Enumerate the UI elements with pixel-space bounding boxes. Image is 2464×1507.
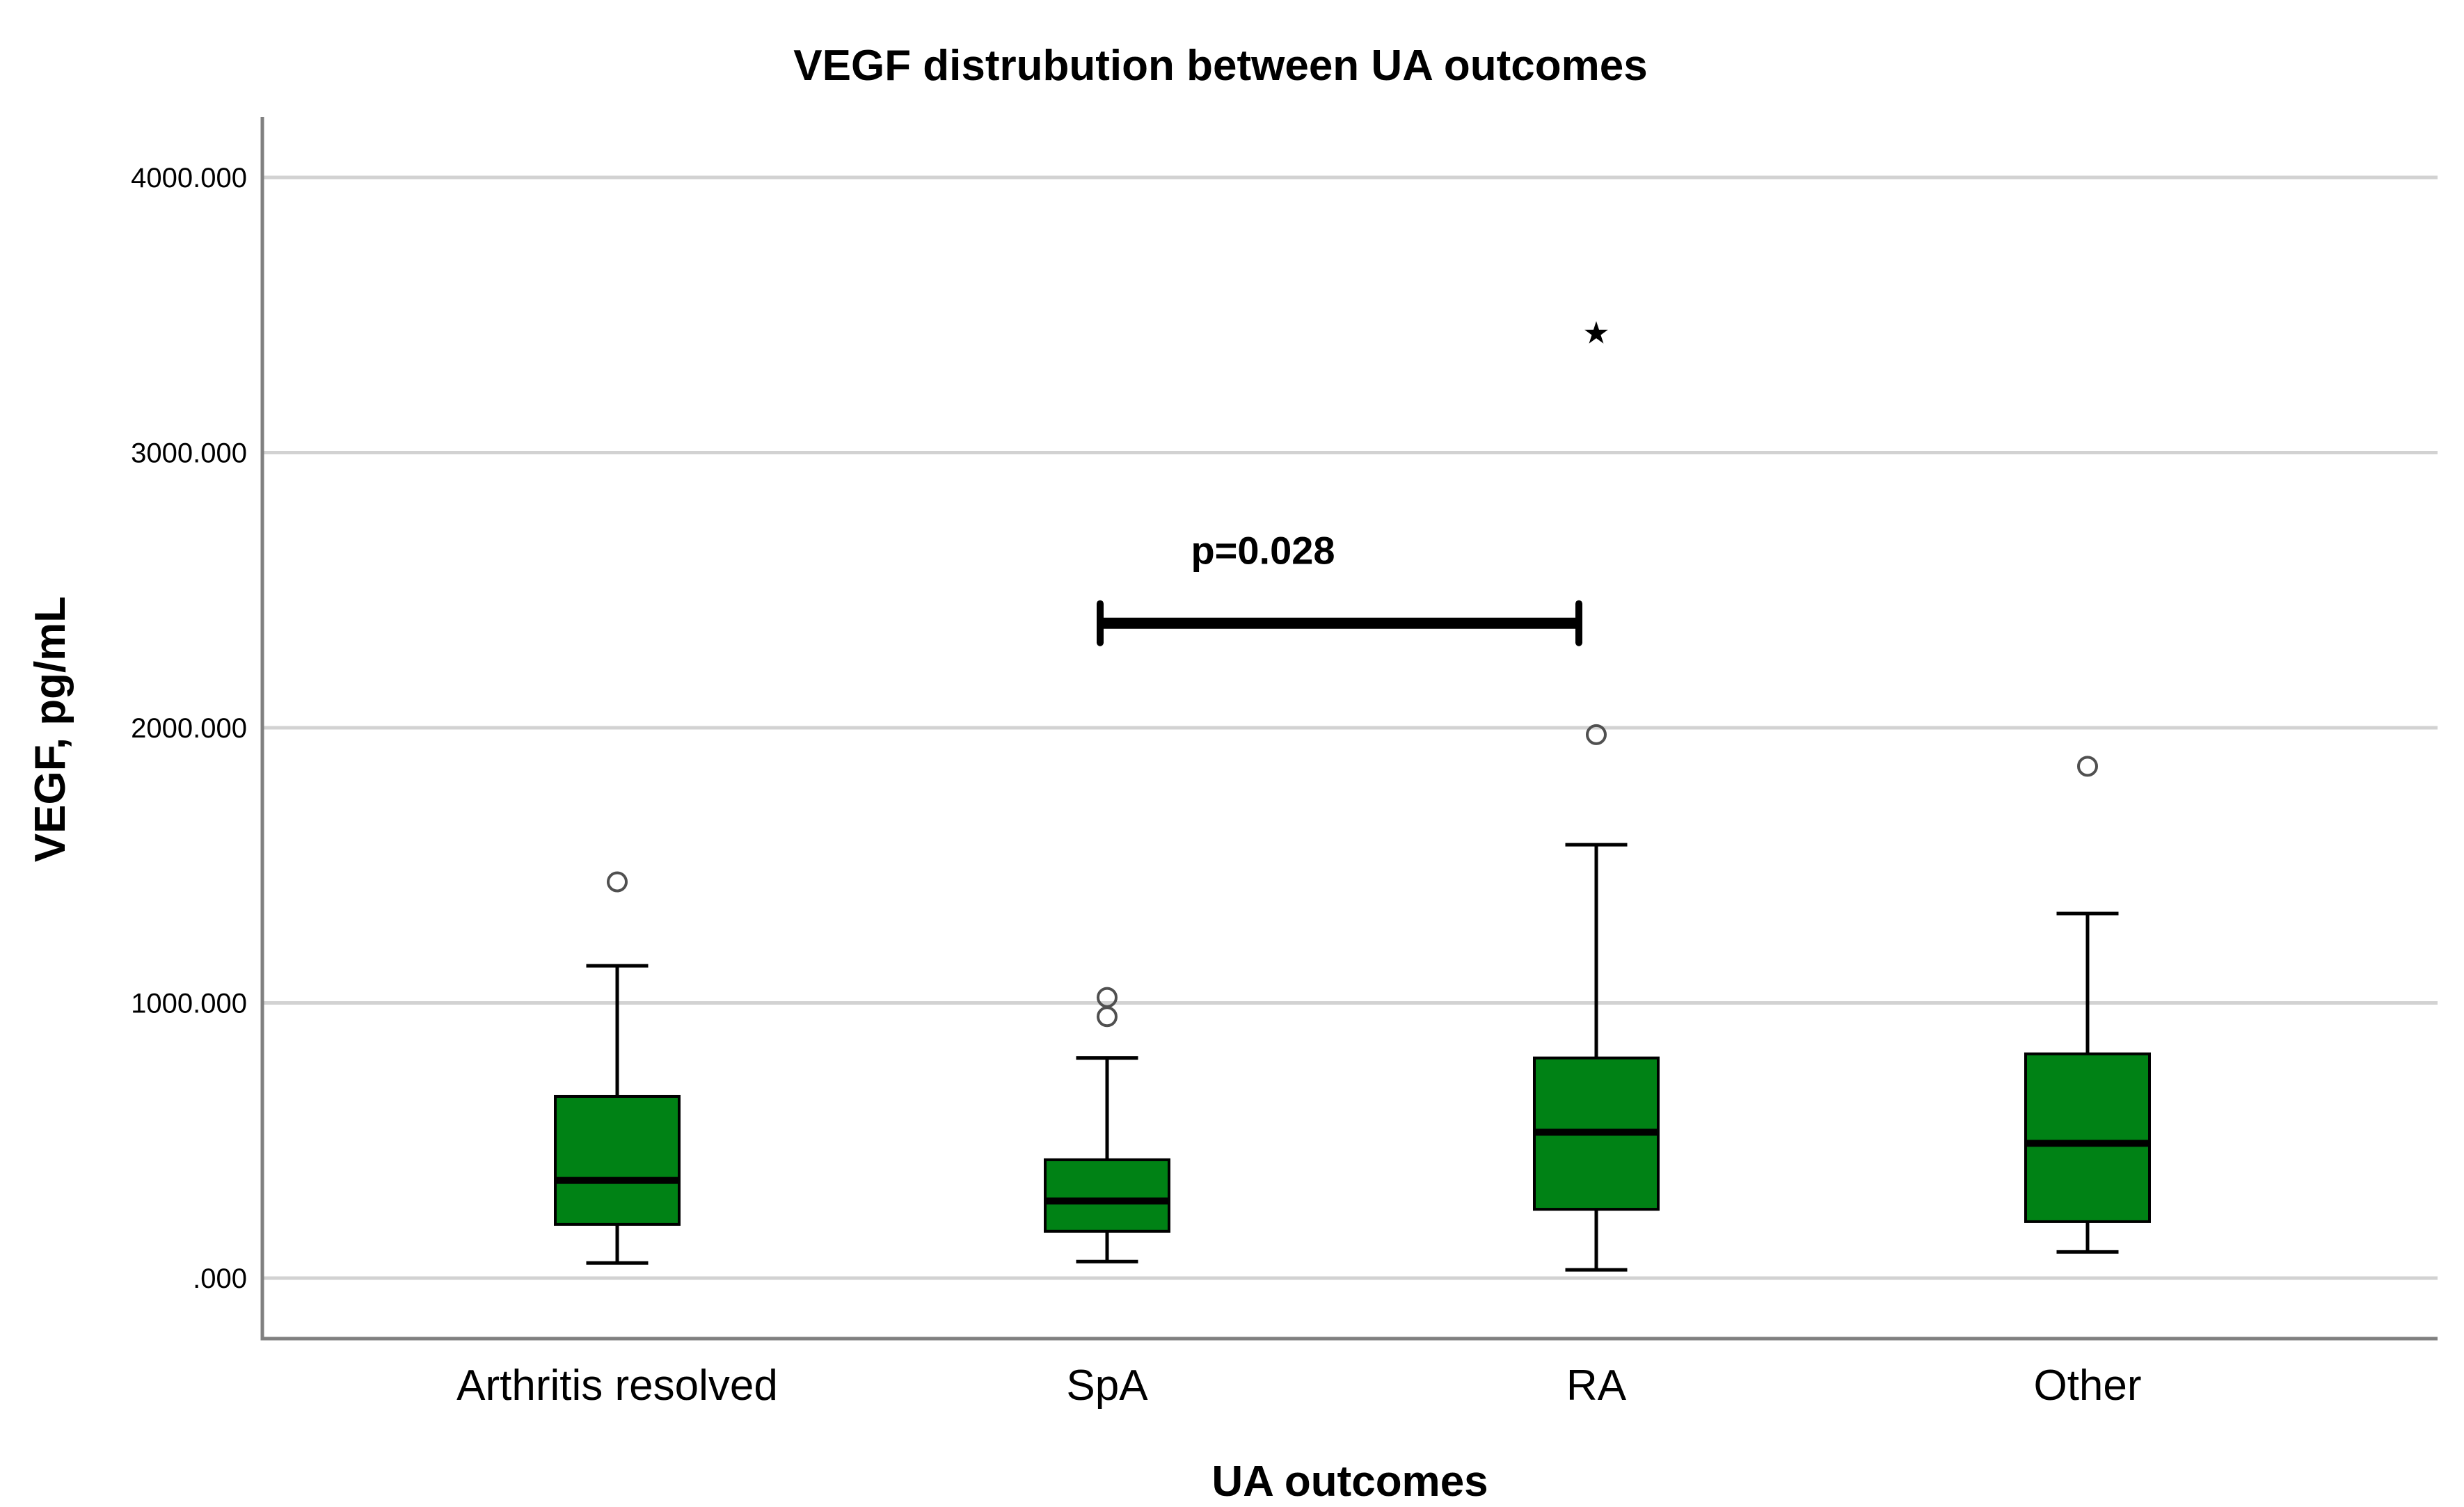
x-tick-label: Other (2033, 1362, 2141, 1410)
chart-title: VEGF distrubution between UA outcomes (793, 42, 1647, 90)
extreme-point: ★ (1582, 315, 1609, 351)
y-tick-label: 2000.000 (131, 713, 247, 744)
y-tick-label: 4000.000 (131, 163, 247, 193)
p-value-label: p=0.028 (1191, 529, 1335, 573)
outlier-point (2077, 756, 2098, 777)
axis-lines (260, 117, 2438, 1341)
y-axis-label: VEGF, pg/mL (26, 596, 74, 862)
iqr-box (1044, 1158, 1170, 1233)
iqr-box (2024, 1052, 2151, 1223)
outlier-point (1097, 1006, 1118, 1028)
axes (260, 117, 2438, 1341)
box-group (2024, 756, 2151, 1254)
box-group: ★ (1533, 315, 1660, 1272)
x-tick-label: SpA (1066, 1362, 1148, 1410)
y-tick-label: .000 (193, 1263, 247, 1294)
x-axis-ticks: Arthritis resolved SpA RA Other (456, 1362, 2141, 1410)
gridlines (262, 175, 2438, 1280)
y-tick-label: 1000.000 (131, 988, 247, 1019)
outlier-point (1586, 724, 1607, 745)
iqr-box (554, 1094, 681, 1226)
x-tick-label: Arthritis resolved (456, 1362, 778, 1410)
significance-annotation: p=0.028 (1097, 529, 1582, 646)
x-tick-label: RA (1566, 1362, 1627, 1410)
y-tick-label: 3000.000 (131, 438, 247, 469)
outlier-point (607, 871, 628, 893)
boxes: ★ (554, 315, 2151, 1272)
y-axis-ticks: .000 1000.000 2000.000 3000.000 4000.000 (131, 163, 247, 1294)
box-group (1044, 987, 1170, 1263)
outlier-point (1097, 987, 1118, 1008)
box-group (554, 871, 681, 1265)
x-axis-label: UA outcomes (1211, 1458, 1488, 1506)
